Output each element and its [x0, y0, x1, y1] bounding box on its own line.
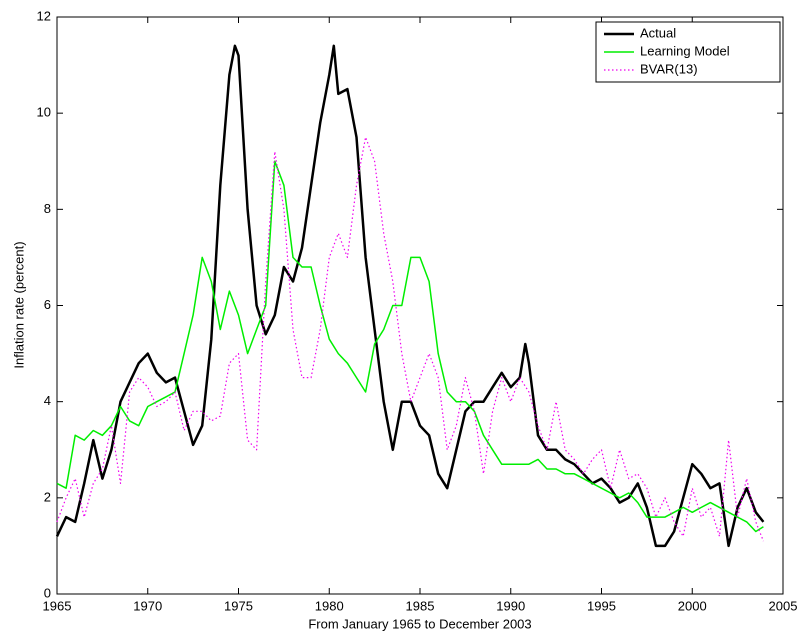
x-axis-label: From January 1965 to December 2003 — [308, 616, 531, 631]
legend-label: BVAR(13) — [640, 61, 698, 76]
legend-label: Actual — [640, 25, 676, 40]
y-tick-label: 4 — [44, 393, 51, 408]
y-tick-label: 12 — [37, 8, 51, 23]
x-tick-label: 1985 — [406, 598, 435, 613]
series-line — [56, 136, 764, 542]
x-tick-label: 1995 — [587, 598, 616, 613]
y-tick-label: 2 — [44, 489, 51, 504]
x-tick-label: 1970 — [133, 598, 162, 613]
x-tick-label: 1965 — [43, 598, 72, 613]
y-tick-label: 0 — [44, 585, 51, 600]
x-tick-label: 2000 — [678, 598, 707, 613]
series-line — [56, 160, 764, 533]
x-tick-label: 1975 — [224, 598, 253, 613]
y-axis-label: Inflation rate (percent) — [11, 241, 26, 368]
x-tick-label: 1980 — [315, 598, 344, 613]
x-tick-label: 1990 — [496, 598, 525, 613]
y-tick-label: 8 — [44, 201, 51, 216]
y-tick-label: 6 — [44, 297, 51, 312]
x-tick-label: 2005 — [769, 598, 798, 613]
plot-frame — [56, 16, 784, 595]
y-tick-label: 10 — [37, 105, 51, 120]
series-line — [55, 44, 765, 548]
legend-label: Learning Model — [640, 43, 730, 58]
